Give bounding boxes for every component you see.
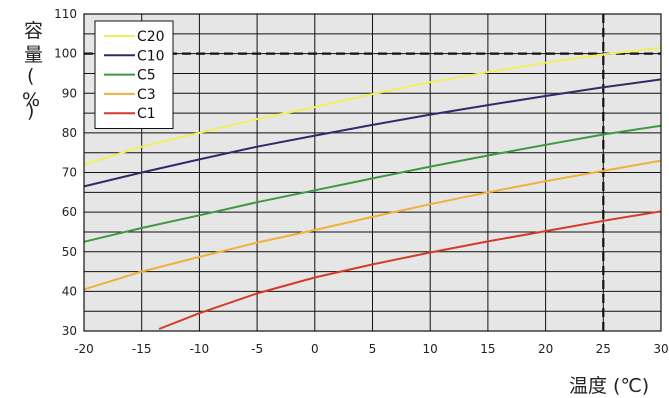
legend-label-c20: C20 [137, 29, 165, 45]
x-axis-label: 温度 (℃) [569, 375, 650, 397]
series-line-c1 [158, 210, 662, 330]
series-line-c20 [83, 46, 662, 166]
x-tick-label: 15 [480, 342, 495, 356]
y-tick-label: 80 [62, 126, 77, 140]
plot-frame [83, 13, 662, 332]
y-axis-label-char: 量 [24, 44, 44, 66]
y-tick-label: 60 [62, 205, 77, 219]
y-tick-label: 110 [54, 7, 77, 21]
legend-label-c3: C3 [137, 87, 156, 103]
x-tick-label: 20 [538, 342, 553, 356]
x-tick-label: 30 [653, 342, 668, 356]
y-tick-label: 40 [62, 284, 77, 298]
x-tick-label: 25 [596, 342, 611, 356]
y-tick-label: 50 [62, 245, 77, 259]
legend-label-c5: C5 [137, 68, 156, 84]
x-tick-label: 0 [311, 342, 319, 356]
legend-label-c1: C1 [137, 106, 156, 122]
y-tick-label: 30 [62, 324, 77, 338]
legend: C20 C10 C5 C3 C1 [94, 20, 174, 129]
y-axis-label-char: ( [27, 65, 35, 87]
x-tick-label: 5 [369, 342, 377, 356]
x-tick-label: -15 [132, 342, 152, 356]
x-tick-label: -5 [251, 342, 263, 356]
series-lines [83, 46, 662, 330]
y-tick-label: 90 [62, 86, 77, 100]
y-tick-label: 100 [54, 47, 77, 61]
tick-labels: 30 40 50 60 70 80 90 100 110 -20 -15 -10 -5 0 5 10 15 20 2… [54, 7, 669, 356]
series-line-c10 [83, 78, 662, 188]
x-tick-label: 10 [423, 342, 438, 356]
x-tick-label: -20 [74, 342, 94, 356]
series-line-c5 [83, 124, 662, 243]
reference-lines [84, 14, 661, 331]
y-tick-label: 70 [62, 166, 77, 180]
legend-label-c10: C10 [137, 48, 165, 64]
y-axis-label-char: % [22, 89, 41, 111]
series-line-c3 [83, 159, 662, 291]
x-tick-label: -10 [190, 342, 210, 356]
y-axis-label-char: ) [27, 100, 35, 122]
y-axis-label-char: 容 [24, 20, 44, 42]
